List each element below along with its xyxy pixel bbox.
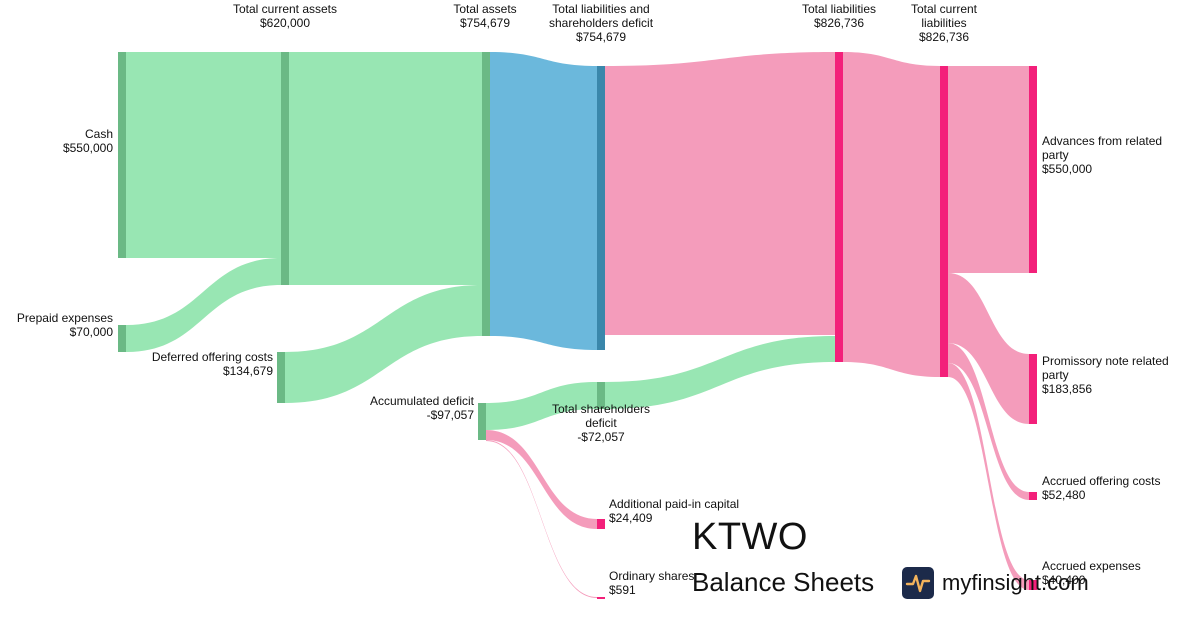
link-tsd-to-tl [605, 336, 835, 409]
node-prom [1029, 354, 1037, 424]
link-tcl-to-prom [948, 273, 1029, 424]
label-tl: Total liabilities $826,736 [802, 2, 876, 30]
label-tsd: Total shareholders deficit -$72,057 [552, 402, 650, 444]
node-ord [597, 597, 605, 599]
label-tca: Total current assets $620,000 [233, 2, 337, 30]
link-doc-to-ta [285, 285, 482, 403]
link-acc_def-to-ord [486, 440, 597, 598]
brand-site: myfinsight.com [942, 570, 1089, 595]
node-doc [277, 352, 285, 403]
sankey-nodes [118, 52, 1037, 599]
link-tl-to-tcl [843, 52, 940, 377]
label-cash: Cash $550,000 [63, 127, 113, 155]
link-acc_def-to-tsd [486, 382, 597, 430]
label-apic: Additional paid-in capital $24,409 [609, 497, 739, 525]
pulse-line-icon [902, 567, 934, 599]
node-tcl [940, 66, 948, 377]
report-title: Balance Sheets [692, 567, 875, 597]
node-tlsd [597, 66, 605, 350]
node-cash [118, 52, 126, 258]
link-tcl-to-aoc [948, 343, 1029, 500]
sankey-labels: Cash $550,000 Prepaid expenses $70,000 Total… [17, 2, 1169, 597]
node-aoc [1029, 492, 1037, 500]
brand-block: KTWO Balance Sheets myfinsight.com [692, 512, 1192, 622]
sankey-links [126, 52, 1029, 598]
link-prepaid-to-tca [126, 258, 281, 352]
label-doc: Deferred offering costs $134,679 [152, 350, 273, 378]
node-aexp [1029, 580, 1037, 590]
link-acc_def-to-apic [486, 430, 597, 529]
label-tcl: Total current liabilities $826,736 [911, 2, 978, 44]
link-tca-to-ta [289, 52, 482, 285]
company-ticker: KTWO [692, 516, 808, 558]
label-tlsd: Total liabilities and shareholders defici… [549, 2, 654, 44]
node-adv [1029, 66, 1037, 273]
label-prom: Promissory note related party $183,856 [1042, 354, 1169, 396]
link-tcl-to-adv [948, 66, 1029, 273]
link-tlsd-to-tl [605, 52, 835, 335]
link-tcl-to-aexp [948, 363, 1029, 590]
label-aexp: Accrued expenses $40,400 [1042, 559, 1141, 587]
label-ord: Ordinary shares $591 [609, 569, 694, 597]
node-tsd [597, 382, 605, 409]
node-tca [281, 52, 289, 285]
link-cash-to-tca [126, 52, 281, 258]
node-acc_def [478, 403, 486, 440]
link-ta-to-tlsd [490, 52, 597, 350]
node-apic [597, 519, 605, 529]
label-acc_def: Accumulated deficit -$97,057 [370, 394, 475, 422]
label-ta: Total assets $754,679 [453, 2, 516, 30]
label-aoc: Accrued offering costs $52,480 [1042, 474, 1161, 502]
node-prepaid [118, 325, 126, 352]
label-adv: Advances from related party $550,000 [1042, 134, 1162, 176]
label-prepaid: Prepaid expenses $70,000 [17, 311, 113, 339]
node-ta [482, 52, 490, 336]
node-tl [835, 52, 843, 362]
